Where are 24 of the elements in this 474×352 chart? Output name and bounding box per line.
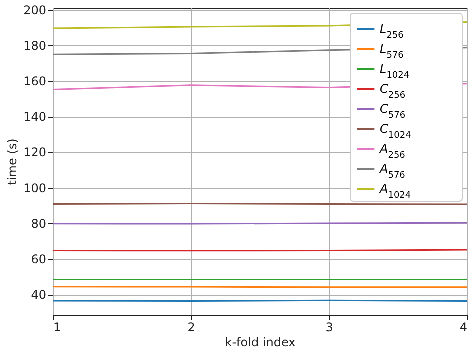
y-tick-label: 120: [24, 146, 46, 160]
y-tick-label: 80: [31, 216, 46, 231]
y-tick-label: 140: [24, 110, 46, 124]
y-axis-title: time (s): [6, 138, 20, 186]
y-tick-label: 100: [24, 181, 46, 196]
y-tick-label: 180: [24, 38, 46, 53]
y-tick-label: 200: [24, 3, 46, 18]
legend-label: C$_{576}$: [380, 102, 406, 121]
y-tick-label: 160: [24, 74, 46, 88]
x-tick-label: 4: [460, 320, 468, 334]
x-tick-label: 1: [54, 320, 62, 334]
x-tick-label: 3: [326, 320, 334, 334]
legend-label: A$_{1024}$: [379, 182, 412, 201]
legend-label: C$_{256}$: [380, 82, 406, 101]
legend-label: A$_{256}$: [379, 142, 406, 161]
legend-label: L$_{576}$: [380, 42, 404, 61]
y-tick-label: 60: [31, 252, 46, 266]
legend-label: C$_{1024}$: [380, 122, 412, 141]
x-axis-title: k-fold index: [225, 336, 296, 350]
legend-label: L$_{256}$: [380, 22, 404, 41]
legend-label: A$_{576}$: [379, 162, 406, 181]
x-tick-label: 2: [188, 320, 196, 334]
legend-label: L$_{1024}$: [380, 62, 410, 81]
y-tick-label: 40: [31, 288, 46, 302]
